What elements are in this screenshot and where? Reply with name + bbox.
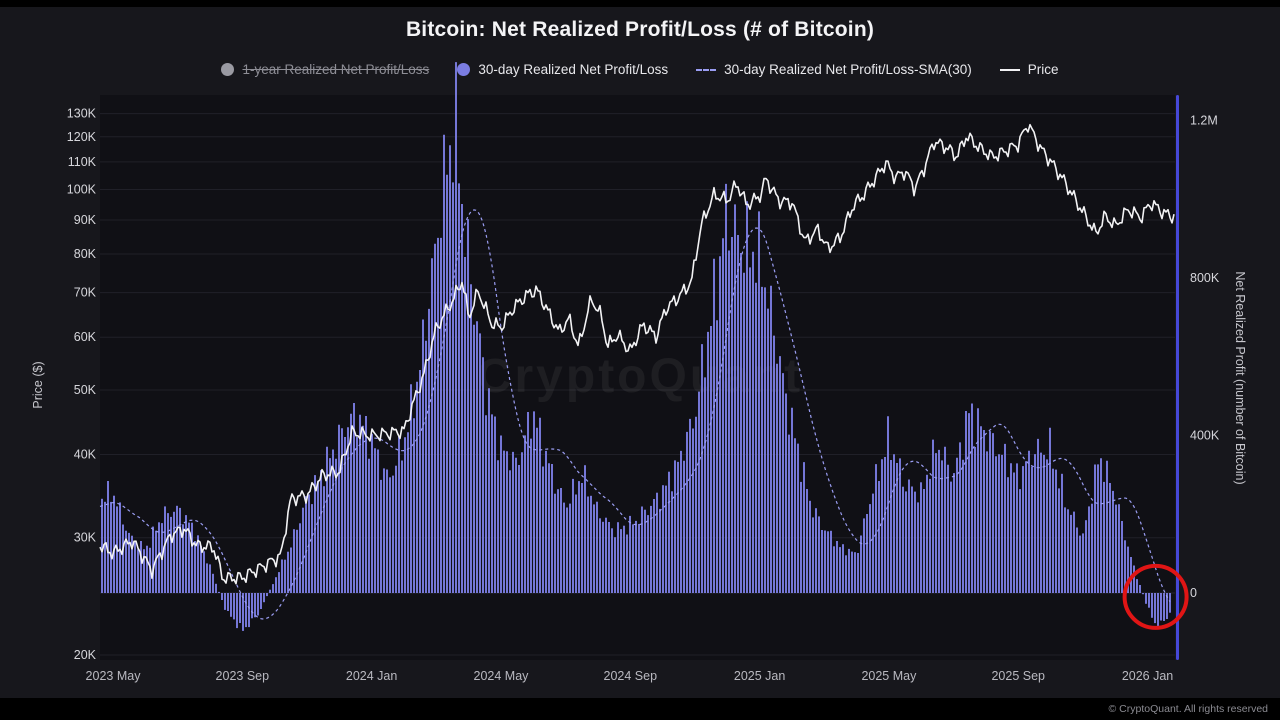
legend-item-sma[interactable]: 30-day Realized Net Profit/Loss-SMA(30) — [696, 62, 972, 77]
nrpl-tick-label: 0 — [1190, 586, 1197, 600]
left-axis-title: Price ($) — [31, 361, 45, 409]
x-tick-label: 2026 Jan — [1122, 669, 1173, 683]
x-tick-label: 2024 May — [474, 669, 530, 683]
legend-label-1y: 1-year Realized Net Profit/Loss — [242, 62, 430, 77]
price-tick-label: 110K — [68, 155, 97, 169]
x-tick-label: 2025 Jan — [734, 669, 785, 683]
price-tick-label: 80K — [74, 247, 97, 261]
sma-line — [99, 209, 1171, 620]
price-tick-label: 90K — [74, 213, 97, 227]
nrpl-tick-label: 800K — [1190, 271, 1220, 285]
price-tick-label: 20K — [74, 648, 97, 662]
legend-dot-purple-icon — [457, 63, 471, 76]
price-tick-label: 50K — [74, 383, 97, 397]
price-tick-label: 100K — [67, 182, 97, 196]
legend: 1-year Realized Net Profit/Loss 30-day R… — [0, 62, 1280, 77]
legend-dashed-line-icon — [696, 68, 717, 71]
legend-label-sma: 30-day Realized Net Profit/Loss-SMA(30) — [724, 62, 972, 77]
x-tick-label: 2023 May — [86, 669, 142, 683]
legend-label-30d: 30-day Realized Net Profit/Loss — [478, 62, 669, 77]
top-strip — [0, 0, 1280, 7]
legend-dot-gray-icon — [221, 63, 235, 76]
price-tick-label: 70K — [74, 286, 97, 300]
price-tick-label: 40K — [74, 448, 97, 462]
copyright-text: © CryptoQuant. All rights reserved — [1108, 703, 1268, 715]
x-tick-label: 2025 May — [861, 669, 917, 683]
price-tick-label: 30K — [74, 531, 97, 545]
watermark: CryptoQuant — [477, 350, 803, 403]
legend-item-30d-realized-nrpl[interactable]: 30-day Realized Net Profit/Loss — [457, 62, 668, 77]
price-line — [99, 123, 1175, 585]
nrpl-bars — [101, 62, 1171, 631]
price-tick-label: 60K — [74, 330, 97, 344]
right-axis-title: Net Realized Profit (number of Bitcoin) — [1233, 271, 1247, 485]
chart-title: Bitcoin: Net Realized Profit/Loss (# of … — [405, 18, 875, 41]
price-tick-label: 130K — [67, 107, 97, 121]
legend-solid-line-icon — [999, 68, 1020, 71]
x-tick-label: 2024 Jan — [346, 669, 397, 683]
nrpl-tick-label: 1.2M — [1190, 114, 1218, 128]
highlight-circle-annotation — [1122, 563, 1189, 630]
x-tick-label: 2025 Sep — [991, 669, 1045, 683]
legend-item-price[interactable]: Price — [999, 62, 1059, 77]
right-axis-accent — [1176, 95, 1179, 660]
x-tick-label: 2024 Sep — [604, 669, 658, 683]
x-tick-label: 2023 Sep — [216, 669, 270, 683]
bottom-strip: © CryptoQuant. All rights reserved — [0, 698, 1280, 720]
legend-label-price: Price — [1027, 62, 1059, 77]
legend-item-1y-realized-nrpl[interactable]: 1-year Realized Net Profit/Loss — [221, 62, 429, 77]
price-tick-label: 120K — [67, 130, 97, 144]
nrpl-tick-label: 400K — [1190, 429, 1220, 443]
